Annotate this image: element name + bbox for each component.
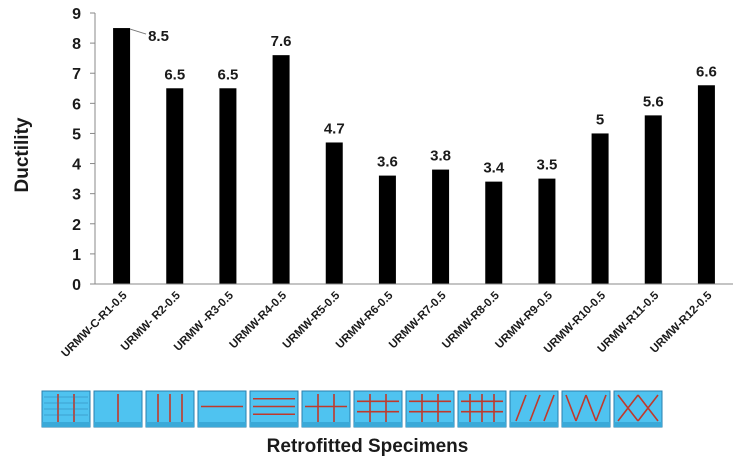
y-tick-label: 5 bbox=[72, 126, 81, 143]
y-tick-label: 7 bbox=[72, 66, 81, 83]
y-axis-title-wrap: Ductility bbox=[12, 117, 33, 192]
y-tick-label: 9 bbox=[72, 6, 81, 23]
specimen-thumbnail bbox=[301, 390, 351, 428]
y-tick-label: 4 bbox=[72, 157, 81, 174]
bar bbox=[697, 85, 715, 285]
y-tick-label: 1 bbox=[72, 247, 81, 264]
data-label: 8.5 bbox=[148, 28, 169, 45]
data-label: 4.7 bbox=[324, 120, 345, 137]
y-tick-label: 0 bbox=[72, 277, 81, 294]
y-tick-label: 3 bbox=[72, 187, 81, 204]
data-label: 7.6 bbox=[271, 33, 292, 50]
specimen-thumbnail bbox=[561, 390, 611, 428]
specimen-thumbnail bbox=[457, 390, 507, 428]
y-axis-title: Ductility bbox=[12, 117, 33, 192]
bar bbox=[219, 88, 237, 285]
data-label: 6.5 bbox=[217, 66, 238, 83]
bar bbox=[591, 133, 609, 284]
bar bbox=[432, 169, 450, 284]
data-label: 3.8 bbox=[430, 148, 451, 165]
y-axis: 0 1 2 3 4 5 6 7 8 9 bbox=[72, 6, 96, 294]
bars bbox=[113, 28, 715, 285]
specimen-thumbnail bbox=[145, 390, 195, 428]
specimen-thumbnail bbox=[353, 390, 403, 428]
x-tick-label: URMW-C-R1-0.5 bbox=[59, 289, 130, 360]
y-tick-label: 8 bbox=[72, 36, 81, 53]
specimen-thumbnail bbox=[405, 390, 455, 428]
data-label: 6.5 bbox=[164, 66, 185, 83]
bar bbox=[166, 88, 184, 285]
specimen-thumbnail bbox=[509, 390, 559, 428]
bar bbox=[378, 175, 396, 284]
bar bbox=[485, 181, 503, 284]
specimen-thumbnails bbox=[41, 390, 663, 428]
bar bbox=[113, 28, 131, 284]
leader-line bbox=[129, 28, 147, 35]
y-tick-label: 6 bbox=[72, 96, 81, 113]
specimen-thumbnail bbox=[93, 390, 143, 428]
specimen-thumbnail bbox=[249, 390, 299, 428]
data-label: 6.6 bbox=[696, 63, 717, 80]
data-label: 3.4 bbox=[483, 160, 505, 177]
bar bbox=[272, 55, 290, 285]
data-label: 3.6 bbox=[377, 154, 398, 171]
bar bbox=[644, 115, 662, 284]
data-label: 5.6 bbox=[643, 93, 664, 110]
specimen-thumbnail bbox=[197, 390, 247, 428]
specimen-thumbnail bbox=[613, 390, 663, 428]
data-label: 5 bbox=[596, 111, 604, 128]
data-labels: 8.5 6.5 6.5 7.6 4.7 3.6 3.8 3.4 3.5 5 5.6 6.6 bbox=[129, 28, 717, 177]
specimen-thumbnail bbox=[41, 390, 91, 428]
x-axis-title: Retrofitted Specimens bbox=[266, 436, 469, 457]
bar bbox=[325, 142, 343, 284]
data-label: 3.5 bbox=[536, 157, 557, 174]
bar bbox=[538, 178, 556, 284]
y-tick-label: 2 bbox=[72, 217, 81, 234]
